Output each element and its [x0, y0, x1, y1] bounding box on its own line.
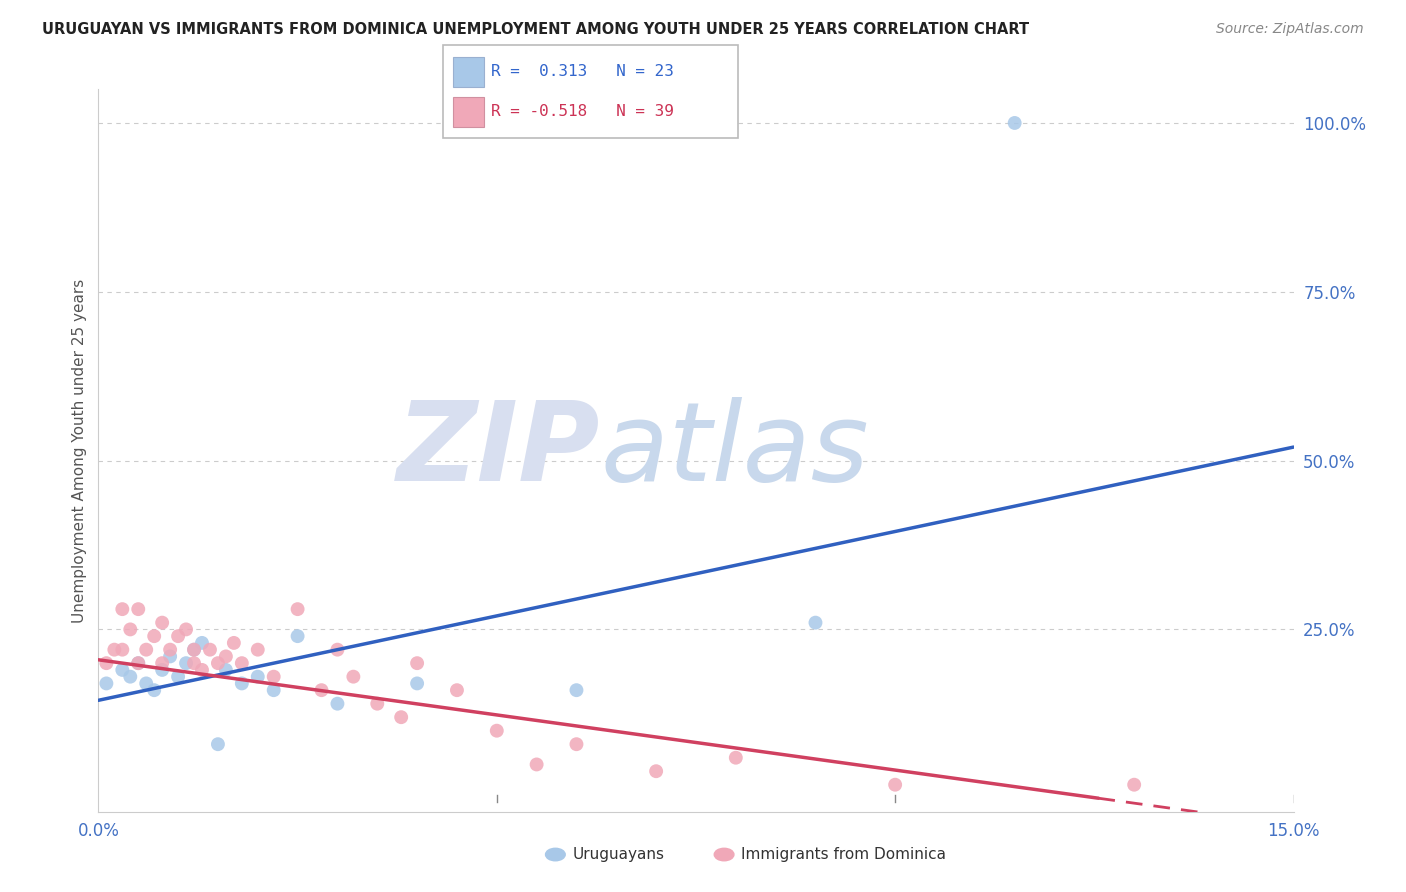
Point [565, 683, 588, 698]
Text: atlas: atlas [600, 397, 869, 504]
Point [150, 656, 173, 670]
Point [565, 737, 588, 751]
Point [389, 710, 412, 724]
Point [207, 656, 229, 670]
Point [222, 636, 245, 650]
Point [174, 656, 197, 670]
Text: R = -0.518   N = 39: R = -0.518 N = 39 [491, 104, 673, 119]
Point [724, 750, 747, 764]
Text: R =  0.313   N = 23: R = 0.313 N = 23 [491, 64, 673, 78]
Point [174, 623, 197, 637]
Point [111, 663, 134, 677]
Point [231, 656, 253, 670]
Point [287, 602, 309, 616]
Point [127, 602, 149, 616]
Point [326, 642, 349, 657]
Point [246, 642, 269, 657]
Point [804, 615, 827, 630]
Point [127, 656, 149, 670]
Point [215, 663, 238, 677]
Point [183, 642, 205, 657]
Point [406, 676, 429, 690]
Point [191, 636, 214, 650]
Point [135, 676, 157, 690]
Point [645, 764, 668, 779]
Point [526, 757, 548, 772]
Point [111, 602, 134, 616]
Point [127, 656, 149, 670]
Point [342, 670, 364, 684]
Point [120, 623, 142, 637]
Point [231, 676, 253, 690]
Point [96, 656, 118, 670]
Text: Uruguayans: Uruguayans [572, 847, 664, 862]
Point [485, 723, 508, 738]
Point [159, 649, 181, 664]
Point [246, 670, 269, 684]
Point [111, 642, 134, 657]
Point [150, 663, 173, 677]
Point [150, 615, 173, 630]
Point [120, 670, 142, 684]
Y-axis label: Unemployment Among Youth under 25 years: Unemployment Among Youth under 25 years [72, 278, 87, 623]
Point [198, 642, 221, 657]
Point [884, 778, 907, 792]
Point [103, 642, 125, 657]
Point [287, 629, 309, 643]
Point [446, 683, 468, 698]
Text: URUGUAYAN VS IMMIGRANTS FROM DOMINICA UNEMPLOYMENT AMONG YOUTH UNDER 25 YEARS CO: URUGUAYAN VS IMMIGRANTS FROM DOMINICA UN… [42, 22, 1029, 37]
Point [183, 642, 205, 657]
Text: Immigrants from Dominica: Immigrants from Dominica [741, 847, 946, 862]
Point [183, 656, 205, 670]
Point [215, 649, 238, 664]
Text: ZIP: ZIP [396, 397, 600, 504]
Point [159, 642, 181, 657]
Point [207, 737, 229, 751]
Point [143, 629, 166, 643]
Point [406, 656, 429, 670]
Point [143, 683, 166, 698]
Point [1004, 116, 1026, 130]
Point [326, 697, 349, 711]
Point [366, 697, 388, 711]
Point [167, 629, 190, 643]
Point [263, 670, 285, 684]
Point [167, 670, 190, 684]
Point [311, 683, 333, 698]
Text: Source: ZipAtlas.com: Source: ZipAtlas.com [1216, 22, 1364, 37]
Point [96, 676, 118, 690]
Point [135, 642, 157, 657]
Point [191, 663, 214, 677]
Point [1123, 778, 1146, 792]
Point [263, 683, 285, 698]
